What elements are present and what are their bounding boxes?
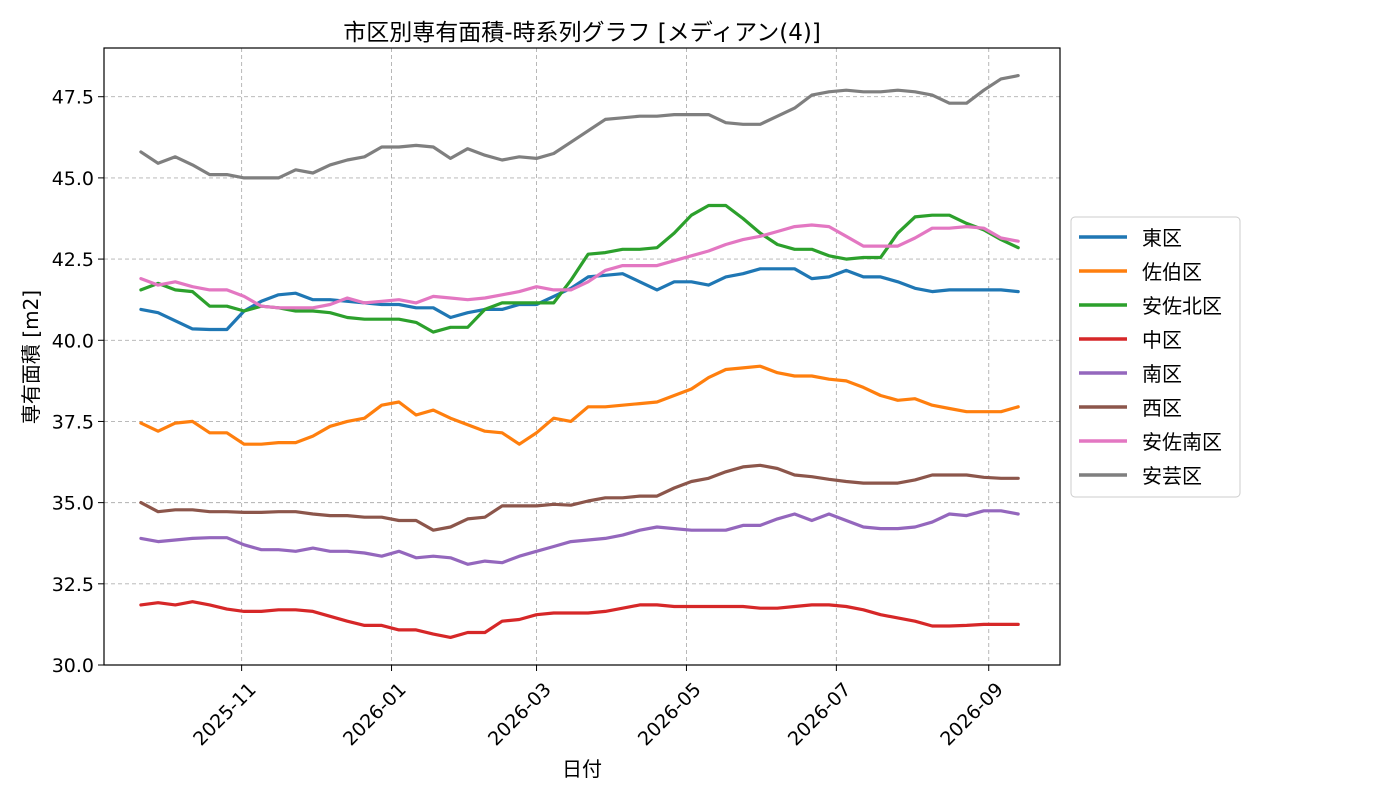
legend-label: 安佐南区 bbox=[1142, 430, 1222, 454]
grid-lines bbox=[104, 48, 1060, 666]
legend-label: 佐伯区 bbox=[1142, 260, 1202, 284]
y-axis: 30.0 32.5 35.0 37.5 40.0 42.5 45.0 47.5 bbox=[52, 87, 104, 677]
legend-label: 南区 bbox=[1142, 362, 1182, 386]
y-tick-label: 35.0 bbox=[52, 493, 94, 515]
series-line bbox=[139, 223, 1020, 310]
y-tick-label: 47.5 bbox=[52, 87, 94, 109]
series-line bbox=[139, 509, 1020, 566]
legend-label: 安佐北区 bbox=[1142, 294, 1222, 318]
x-axis: 2025-11 2026-01 2026-03 2026-05 2026-07 2026-… bbox=[189, 665, 1008, 750]
chart-title: 市区別専有面積-時系列グラフ [メディアン(4)] bbox=[343, 20, 821, 46]
series-lines bbox=[139, 73, 1020, 640]
legend-label: 中区 bbox=[1142, 328, 1182, 352]
y-tick-label: 45.0 bbox=[52, 168, 94, 190]
series-line bbox=[139, 267, 1020, 332]
x-tick-label: 2026-07 bbox=[784, 679, 856, 751]
x-tick-label: 2026-01 bbox=[339, 679, 411, 751]
y-tick-label: 30.0 bbox=[52, 655, 94, 677]
series-line bbox=[139, 203, 1020, 334]
legend-label: 西区 bbox=[1142, 396, 1182, 420]
x-tick-label: 2026-09 bbox=[936, 679, 1008, 751]
x-axis-label: 日付 bbox=[562, 757, 602, 781]
y-tick-label: 42.5 bbox=[52, 249, 94, 271]
series-line bbox=[139, 364, 1020, 446]
x-tick-label: 2026-03 bbox=[484, 679, 556, 751]
y-axis-label: 専有面積 [m2] bbox=[19, 290, 43, 424]
series-line bbox=[139, 73, 1020, 180]
x-tick-label: 2026-05 bbox=[634, 679, 706, 751]
x-tick-label: 2025-11 bbox=[189, 679, 261, 751]
plot-area-frame bbox=[103, 47, 1061, 666]
legend-frame bbox=[1070, 216, 1241, 498]
legend-label: 安芸区 bbox=[1142, 464, 1202, 488]
series-line bbox=[139, 463, 1020, 532]
series-line bbox=[139, 600, 1020, 640]
y-tick-label: 32.5 bbox=[52, 574, 94, 596]
y-tick-label: 37.5 bbox=[52, 411, 94, 433]
y-tick-label: 40.0 bbox=[52, 330, 94, 352]
legend-label: 東区 bbox=[1142, 226, 1182, 250]
